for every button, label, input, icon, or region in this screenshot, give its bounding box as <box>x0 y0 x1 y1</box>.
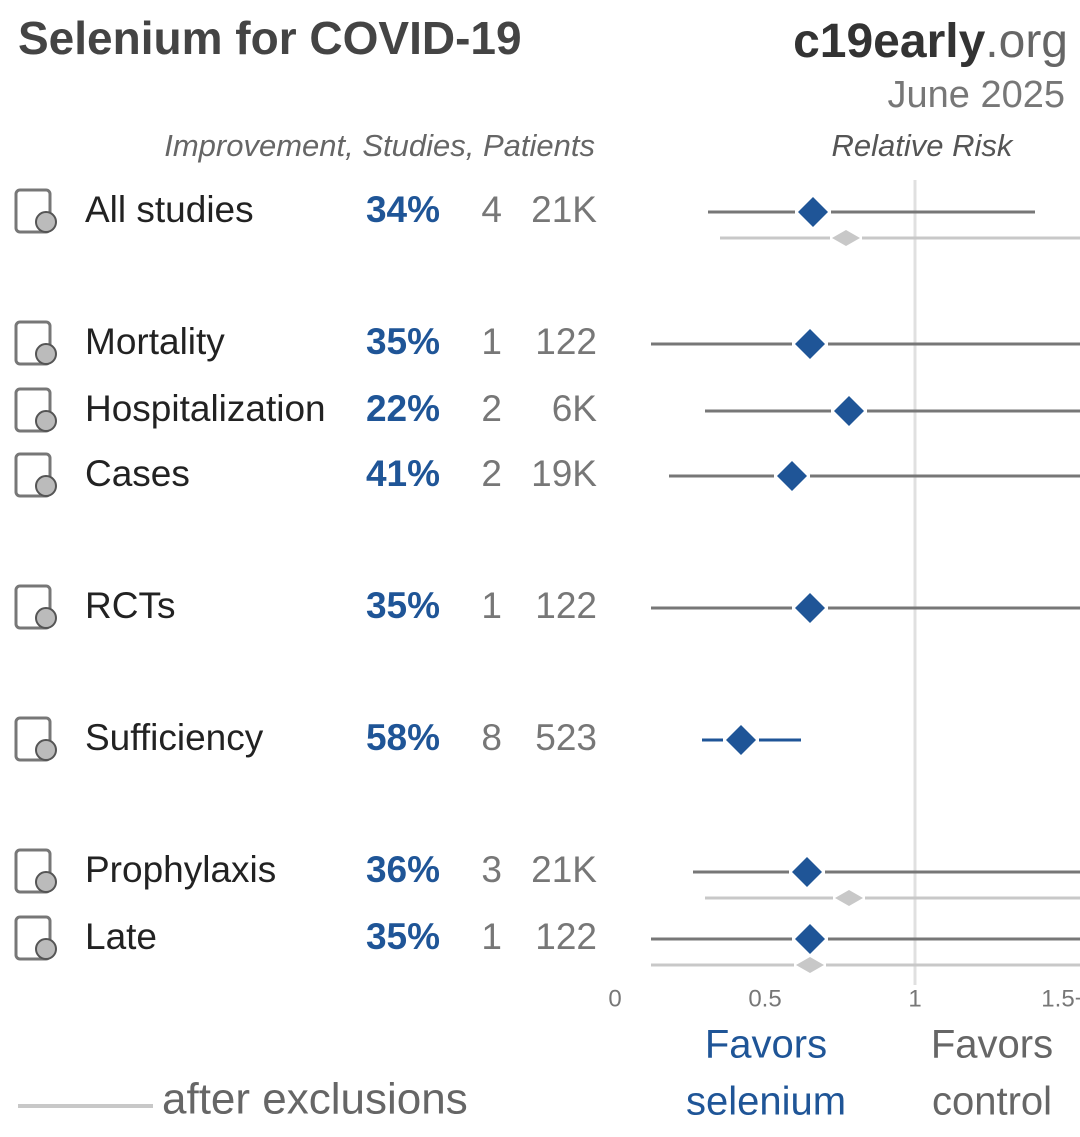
estimate-marker <box>795 924 825 954</box>
estimate-marker <box>798 197 828 227</box>
favors-left: Favors <box>705 1023 827 1067</box>
x-tick-label: 0 <box>608 985 621 1012</box>
favors-left: selenium <box>686 1080 846 1124</box>
improvement: 22% <box>366 388 440 429</box>
patients: 122 <box>535 321 597 362</box>
row-icon <box>14 452 52 498</box>
improvement: 35% <box>366 585 440 626</box>
estimate-marker <box>795 329 825 359</box>
row-label: Cases <box>85 453 190 494</box>
row-icon <box>14 188 52 234</box>
patients: 21K <box>531 189 597 230</box>
excl-estimate-marker <box>835 890 863 906</box>
excl-estimate-marker <box>796 957 824 973</box>
row-icon <box>35 739 57 761</box>
estimate-marker <box>792 857 822 887</box>
studies: 4 <box>481 189 502 230</box>
row-label: All studies <box>85 189 254 230</box>
x-tick-label: 0.5 <box>748 985 781 1012</box>
favors-right: control <box>932 1080 1052 1124</box>
studies: 2 <box>481 453 502 494</box>
row-label: Late <box>85 916 157 957</box>
column-header: Improvement, Studies, Patients <box>164 128 595 163</box>
patients: 21K <box>531 849 597 890</box>
row-icon <box>35 410 57 432</box>
patients: 523 <box>535 717 597 758</box>
row-icon <box>35 343 57 365</box>
patients: 122 <box>535 585 597 626</box>
row-icon <box>14 584 52 630</box>
row-icon <box>35 938 57 960</box>
row-label: Mortality <box>85 321 225 362</box>
row-label: RCTs <box>85 585 175 626</box>
favors-right: Favors <box>931 1023 1053 1067</box>
improvement: 35% <box>366 916 440 957</box>
row-icon <box>35 211 57 233</box>
row-label: Hospitalization <box>85 388 326 429</box>
row-icon <box>14 848 52 894</box>
improvement: 41% <box>366 453 440 494</box>
improvement: 35% <box>366 321 440 362</box>
patients: 19K <box>531 453 597 494</box>
row-icon <box>35 475 57 497</box>
studies: 1 <box>481 321 502 362</box>
estimate-marker <box>777 461 807 491</box>
patients: 122 <box>535 916 597 957</box>
row-icon <box>14 716 52 762</box>
site-main: c19early <box>793 15 985 68</box>
row-label: Prophylaxis <box>85 849 276 890</box>
x-tick-label: 1 <box>908 985 921 1012</box>
site-name: c19early.org <box>793 15 1068 68</box>
improvement: 34% <box>366 189 440 230</box>
row-icon <box>35 607 57 629</box>
legend-label: after exclusions <box>162 1075 468 1124</box>
row-icon <box>35 871 57 893</box>
estimate-marker <box>795 593 825 623</box>
row-icon <box>14 320 52 366</box>
row-icon <box>14 387 52 433</box>
row-label: Sufficiency <box>85 717 264 758</box>
studies: 1 <box>481 585 502 626</box>
studies: 1 <box>481 916 502 957</box>
axis-label: Relative Risk <box>832 128 1014 163</box>
improvement: 58% <box>366 717 440 758</box>
studies: 3 <box>481 849 502 890</box>
estimate-marker <box>834 396 864 426</box>
studies: 2 <box>481 388 502 429</box>
studies: 8 <box>481 717 502 758</box>
row-icon <box>14 915 52 961</box>
estimate-marker <box>726 725 756 755</box>
excl-estimate-marker <box>832 230 860 246</box>
chart-title: Selenium for COVID-19 <box>18 12 522 64</box>
x-tick-label: 1.5+ <box>1041 985 1080 1012</box>
date: June 2025 <box>888 74 1066 116</box>
patients: 6K <box>552 388 598 429</box>
site-suffix: .org <box>985 15 1068 68</box>
improvement: 36% <box>366 849 440 890</box>
